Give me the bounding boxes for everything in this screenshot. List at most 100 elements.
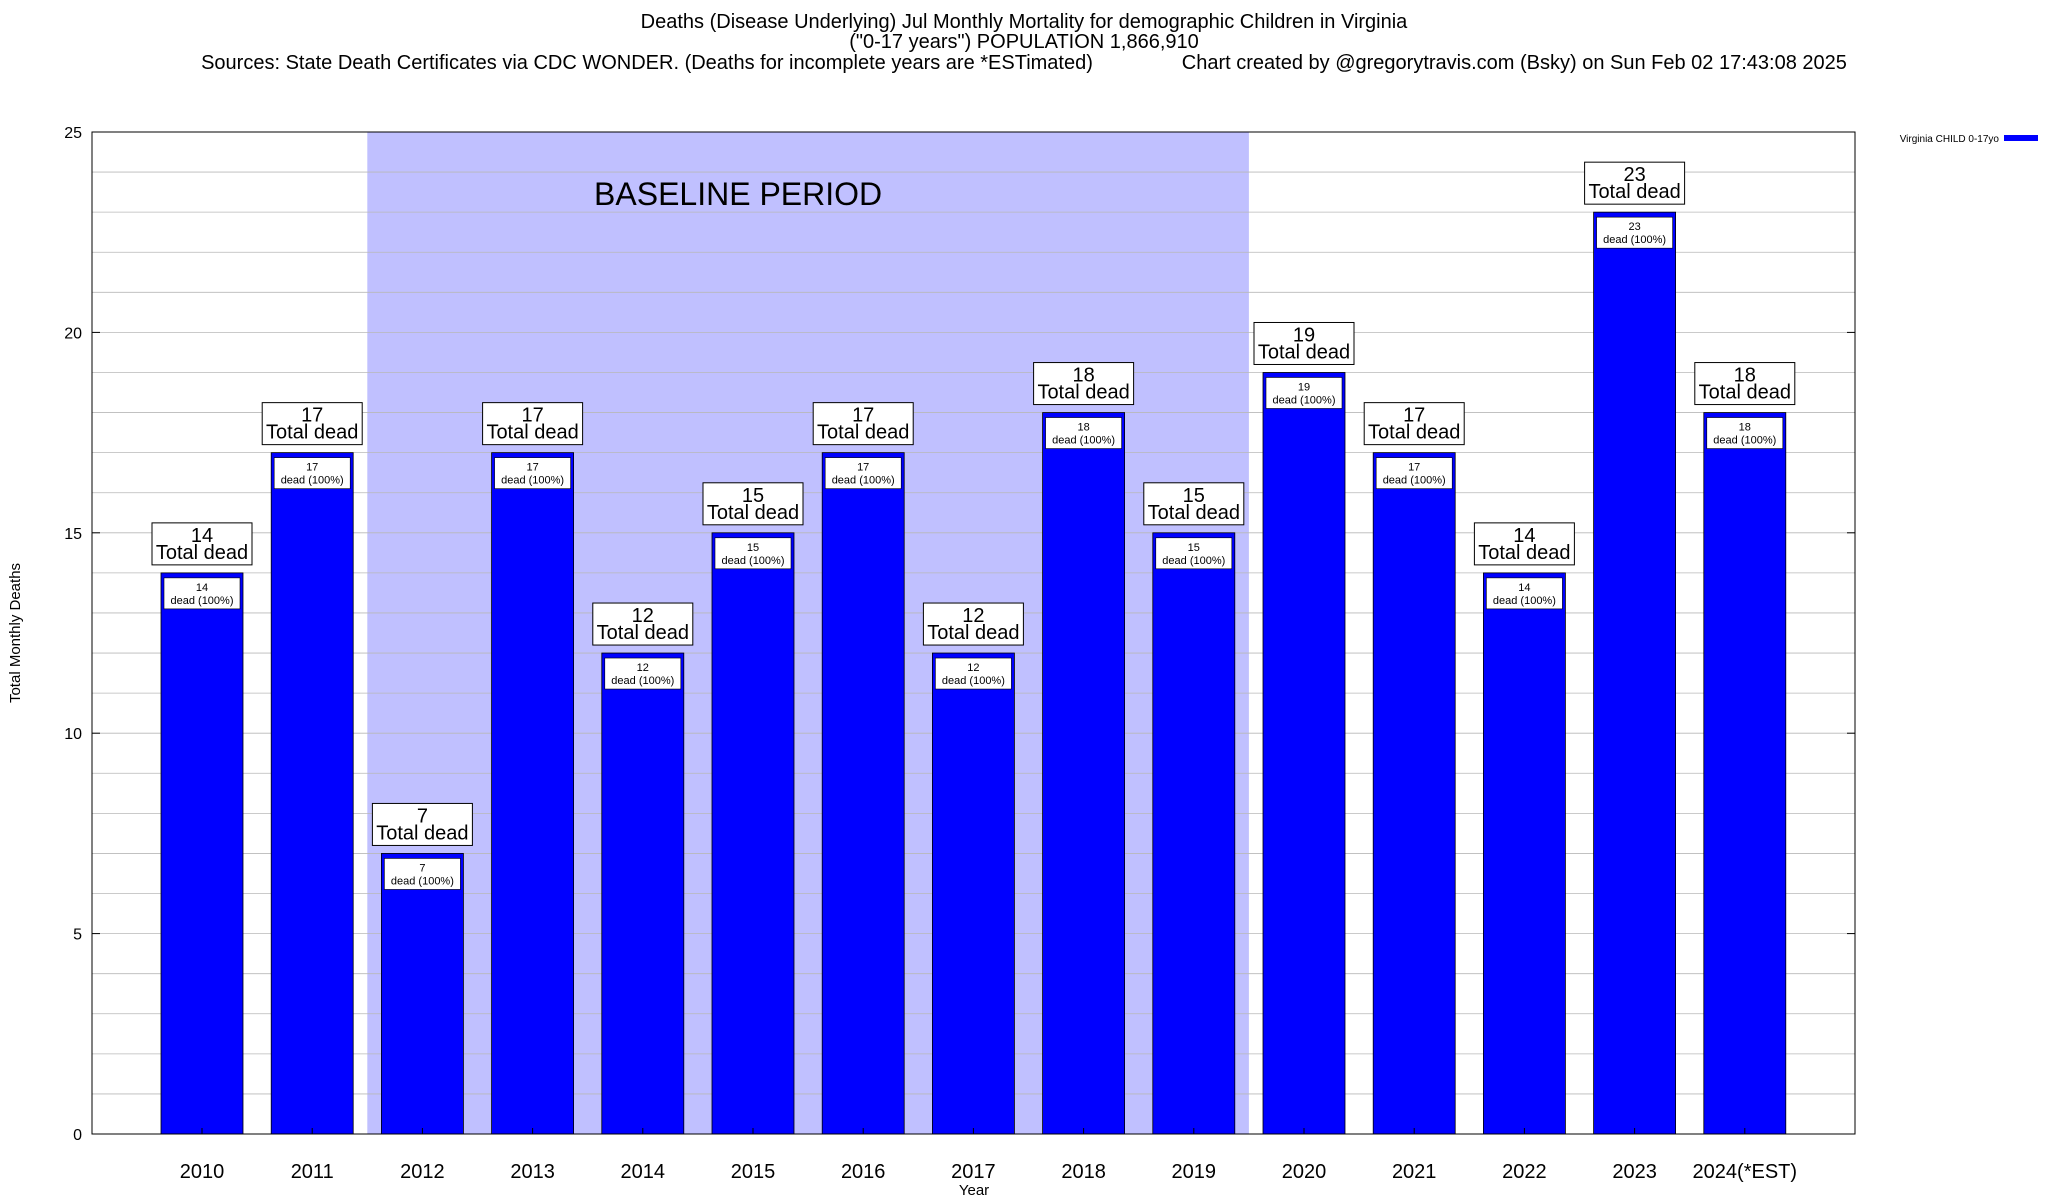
x-tick-label: 2015 xyxy=(731,1161,776,1183)
bar-total-label-box xyxy=(1143,482,1245,526)
bar-total-label-box xyxy=(371,802,473,846)
bar-total-value: 17 xyxy=(521,405,543,427)
bar-inner-label: dead (100%) xyxy=(171,595,234,607)
bar-inner-value: 12 xyxy=(967,662,979,674)
bar-inner-value: 14 xyxy=(1518,582,1530,594)
bar-inner-label: dead (100%) xyxy=(1603,234,1666,246)
bar-inner-value: 17 xyxy=(1408,462,1420,474)
bar-total-value: 23 xyxy=(1623,164,1645,186)
x-tick-label: 2016 xyxy=(841,1161,886,1183)
bar-inner-label-box xyxy=(1045,417,1122,449)
bar-inner-value: 19 xyxy=(1298,381,1310,393)
y-tick-label: 20 xyxy=(64,325,82,342)
bar-inner-label: dead (100%) xyxy=(1273,394,1336,406)
bar xyxy=(1152,532,1236,1135)
bar-total-value: 12 xyxy=(962,605,984,627)
bar-total-value: 19 xyxy=(1293,324,1315,346)
bar-inner-label: dead (100%) xyxy=(942,675,1005,687)
bar-inner-label: dead (100%) xyxy=(611,675,674,687)
x-tick-label: 2014 xyxy=(621,1161,666,1183)
bar-total-label: Total dead xyxy=(156,542,248,564)
x-tick-label: 2018 xyxy=(1061,1161,1106,1183)
bar-inner-label-box xyxy=(1486,577,1563,610)
bar-inner-label: dead (100%) xyxy=(501,475,564,487)
bar xyxy=(160,572,244,1135)
bar-inner-label-box xyxy=(604,657,682,690)
baseline-period-label: BASELINE PERIOD xyxy=(594,176,882,212)
bar-total-value: 7 xyxy=(417,805,428,827)
bar xyxy=(1042,412,1125,1135)
legend: Virginia CHILD 0-17yo xyxy=(1900,134,2038,145)
bar-total-label-box xyxy=(1363,402,1465,446)
y-tick-label: 0 xyxy=(73,1127,82,1144)
bar-inner-value: 15 xyxy=(1188,542,1200,554)
x-tick-label: 2021 xyxy=(1392,1161,1437,1183)
x-tick-label: 2020 xyxy=(1282,1161,1327,1183)
bar-inner-label-box xyxy=(714,537,792,570)
bar xyxy=(601,652,685,1135)
bar-inner-value: 12 xyxy=(637,662,649,674)
bar-total-label-box xyxy=(702,482,804,526)
bar xyxy=(1262,372,1346,1135)
chart-title: Deaths (Disease Underlying) Jul Monthly … xyxy=(640,11,1408,33)
bar-inner-value: 15 xyxy=(747,542,759,554)
bar-inner-label-box xyxy=(384,858,461,890)
bar-total-label: Total dead xyxy=(707,502,799,524)
bar-inner-value: 17 xyxy=(857,462,869,474)
bar-total-label-box xyxy=(482,402,584,446)
bar-total-label-box xyxy=(1033,362,1135,406)
bar-inner-label: dead (100%) xyxy=(1162,555,1225,567)
bar-total-value: 12 xyxy=(632,605,654,627)
bar-total-label: Total dead xyxy=(1588,181,1680,203)
bar-inner-label-box xyxy=(1375,457,1453,489)
bar-inner-label-box xyxy=(935,657,1012,690)
bar-inner-label-box xyxy=(824,457,902,489)
bars-layer xyxy=(160,211,1787,1135)
bar-total-label-box xyxy=(1253,321,1355,365)
chart-sources-line: Sources: State Death Certificates via CD… xyxy=(0,52,2048,74)
bar-total-label-box xyxy=(1473,522,1575,566)
bar-inner-label: dead (100%) xyxy=(1493,595,1556,607)
bar-total-label-box xyxy=(151,522,253,566)
bar-inner-label: dead (100%) xyxy=(1713,435,1776,447)
bar-inner-label: dead (100%) xyxy=(281,475,344,487)
bar-total-value: 14 xyxy=(191,525,213,547)
bar-total-label: Total dead xyxy=(486,422,578,444)
x-tick-label: 2019 xyxy=(1172,1161,1217,1183)
bar-total-value: 17 xyxy=(852,405,874,427)
bar-total-label: Total dead xyxy=(1148,502,1240,524)
bar-inner-label-box xyxy=(1155,537,1233,570)
bar-inner-label-box xyxy=(163,577,241,610)
bar-total-label-box xyxy=(1694,362,1796,406)
x-tick-label: 2010 xyxy=(180,1161,225,1183)
bar-total-label-box xyxy=(922,602,1024,646)
x-tick-label: 2017 xyxy=(951,1161,996,1183)
bar-total-label: Total dead xyxy=(927,622,1019,644)
bar-inner-label-box xyxy=(273,457,351,489)
bar-total-label-box xyxy=(812,402,914,446)
bar xyxy=(932,652,1015,1135)
x-tick-label: 2023 xyxy=(1612,1161,1657,1183)
bar-inner-value: 7 xyxy=(419,862,425,874)
bar-inner-label-box xyxy=(1596,216,1673,249)
bar-total-value: 14 xyxy=(1513,525,1535,547)
bar-total-value: 17 xyxy=(301,405,323,427)
y-axis-label: Total Monthly Deaths xyxy=(7,563,24,703)
bar-total-label: Total dead xyxy=(597,622,689,644)
x-tick-label: 2011 xyxy=(291,1161,334,1183)
bar-inner-label-box xyxy=(1265,377,1343,409)
bar-total-label-box xyxy=(261,402,363,446)
bar-total-label-box xyxy=(592,602,694,646)
bar-inner-value: 18 xyxy=(1077,422,1089,434)
bar xyxy=(1703,412,1787,1135)
bar-inner-label: dead (100%) xyxy=(1383,475,1446,487)
x-axis-label: Year xyxy=(959,1182,989,1199)
bar-total-label: Total dead xyxy=(1258,341,1350,363)
bar-total-value: 18 xyxy=(1072,365,1094,387)
y-tick-label: 5 xyxy=(73,927,82,944)
x-tick-label: 2022 xyxy=(1502,1161,1547,1183)
bar-inner-label-box xyxy=(494,457,571,489)
bar-inner-label-box xyxy=(1706,417,1784,449)
bar xyxy=(380,853,464,1135)
bar-inner-label: dead (100%) xyxy=(722,555,785,567)
